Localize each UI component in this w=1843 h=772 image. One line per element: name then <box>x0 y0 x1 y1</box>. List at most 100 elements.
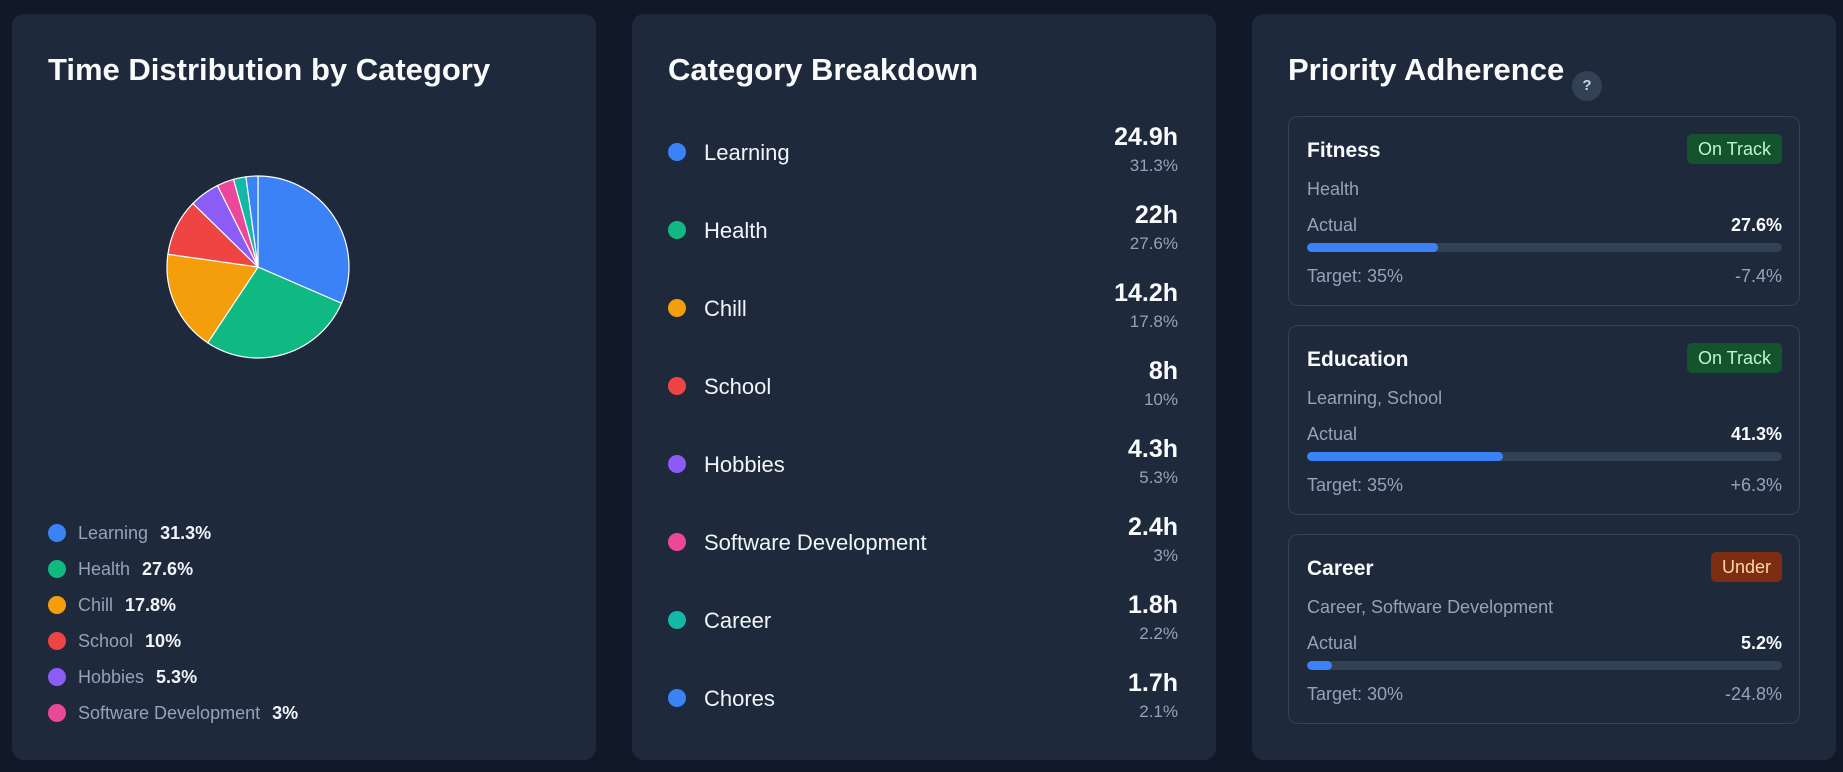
actual-label: Actual <box>1307 215 1358 235</box>
category-hours: 14.2h <box>1114 279 1178 307</box>
category-hours: 1.8h <box>1127 591 1178 619</box>
progress-bar <box>1307 661 1782 670</box>
progress-fill <box>1307 243 1439 252</box>
breakdown-row: Chores 1.7h 2.1% <box>668 660 1178 738</box>
category-color-dot <box>668 689 686 707</box>
legend-item: Chill 17.8% <box>48 587 298 623</box>
priority-card-fitness: Fitness On Track Health Actual 27.6% Tar… <box>1288 116 1800 306</box>
breakdown-row: Health 22h 27.6% <box>668 192 1178 270</box>
breakdown-row: Hobbies 4.3h 5.3% <box>668 426 1178 504</box>
time-distribution-panel: Time Distribution by Category Learning 3… <box>12 14 596 760</box>
category-color-dot <box>668 455 686 473</box>
category-color-dot <box>668 377 686 395</box>
breakdown-row: School 8h 10% <box>668 348 1178 426</box>
priority-card-career: Career Under Career, Software Developmen… <box>1288 534 1800 724</box>
pie-slice-chill[interactable] <box>166 253 260 344</box>
category-breakdown-panel: Category Breakdown Learning 24.9h 31.3% … <box>632 14 1216 760</box>
status-badge: On Track <box>1686 134 1782 164</box>
actual-value: 27.6% <box>1730 215 1782 235</box>
legend-label: Learning <box>78 522 149 543</box>
legend-swatch <box>48 560 66 578</box>
actual-value: 5.2% <box>1740 633 1782 653</box>
breakdown-row: Software Development 2.4h 3% <box>668 504 1178 582</box>
category-hours: 4.3h <box>1127 435 1178 463</box>
breakdown-row: Chill 14.2h 17.8% <box>668 270 1178 348</box>
legend-swatch <box>48 632 66 650</box>
progress-fill <box>1307 452 1504 461</box>
help-icon[interactable]: ? <box>1572 71 1602 101</box>
category-name: Software Development <box>704 530 927 555</box>
category-color-dot <box>668 143 686 161</box>
priority-name: Career <box>1307 557 1374 580</box>
status-badge: Under <box>1710 552 1782 582</box>
category-percent: 10% <box>1143 390 1178 409</box>
pie-slice-health[interactable] <box>206 266 343 359</box>
category-hours: 22h <box>1134 201 1178 229</box>
priority-name: Education <box>1307 348 1409 371</box>
legend-percent: 27.6% <box>142 558 194 579</box>
legend-percent: 3% <box>272 702 299 723</box>
legend-percent: 5.3% <box>156 666 198 687</box>
category-percent: 2.2% <box>1139 624 1178 643</box>
legend-item: Software Development 3% <box>48 695 298 731</box>
target-value: Target: 35% <box>1307 475 1404 495</box>
legend-percent: 17.8% <box>125 594 177 615</box>
legend-swatch <box>48 596 66 614</box>
category-percent: 2.1% <box>1139 702 1178 721</box>
pie-slice-learning[interactable] <box>257 175 350 305</box>
status-badge: On Track <box>1686 343 1782 373</box>
category-hours: 24.9h <box>1114 123 1178 151</box>
priority-card-education: Education On Track Learning, School Actu… <box>1288 325 1800 515</box>
category-percent: 27.6% <box>1129 234 1178 253</box>
category-percent: 17.8% <box>1129 312 1178 331</box>
legend-label: Software Development <box>78 702 261 723</box>
category-name: Chill <box>704 296 747 321</box>
category-percent: 3% <box>1153 546 1178 565</box>
category-name: Career <box>704 608 772 633</box>
difference-value: -24.8% <box>1724 684 1782 704</box>
legend-item: Health 27.6% <box>48 551 298 587</box>
pie-legend: Learning 31.3% Health 27.6% Chill 17.8% … <box>48 515 298 731</box>
legend-item: School 10% <box>48 623 298 659</box>
legend-label: Hobbies <box>78 666 145 687</box>
target-value: Target: 30% <box>1307 684 1404 704</box>
breakdown-row: Career 1.8h 2.2% <box>668 582 1178 660</box>
actual-label: Actual <box>1307 633 1358 653</box>
breakdown-list: Learning 24.9h 31.3% Health 22h 27.6% Ch… <box>668 114 1178 738</box>
priority-categories: Health <box>1307 179 1360 199</box>
category-name: Health <box>704 218 768 243</box>
pie-slice-chores[interactable] <box>245 175 259 268</box>
legend-item: Hobbies 5.3% <box>48 659 298 695</box>
target-value: Target: 35% <box>1307 266 1404 286</box>
progress-fill <box>1307 661 1332 670</box>
legend-swatch <box>48 524 66 542</box>
panel-title: Category Breakdown <box>668 52 979 87</box>
actual-value: 41.3% <box>1730 424 1782 444</box>
panel-title: Time Distribution by Category <box>48 52 491 87</box>
category-color-dot <box>668 299 686 317</box>
pie-chart <box>166 175 350 359</box>
priority-categories: Learning, School <box>1307 388 1443 408</box>
category-hours: 1.7h <box>1127 669 1178 697</box>
legend-swatch <box>48 704 66 722</box>
category-color-dot <box>668 221 686 239</box>
legend-item: Learning 31.3% <box>48 515 298 551</box>
panel-title: Priority Adherence <box>1288 52 1565 87</box>
legend-label: School <box>78 630 134 651</box>
category-color-dot <box>668 611 686 629</box>
category-percent: 5.3% <box>1139 468 1178 487</box>
category-hours: 2.4h <box>1127 513 1178 541</box>
priority-adherence-panel: Priority Adherence ? Fitness On Track He… <box>1252 14 1836 760</box>
priority-name: Fitness <box>1307 139 1381 162</box>
legend-label: Chill <box>78 594 114 615</box>
category-name: Learning <box>704 140 790 165</box>
legend-percent: 10% <box>145 630 182 651</box>
category-hours: 8h <box>1148 357 1178 385</box>
category-percent: 31.3% <box>1129 156 1178 175</box>
category-name: Hobbies <box>704 452 785 477</box>
legend-label: Health <box>78 558 131 579</box>
category-name: School <box>704 374 772 399</box>
priority-categories: Career, Software Development <box>1307 597 1554 617</box>
actual-label: Actual <box>1307 424 1358 444</box>
legend-swatch <box>48 668 66 686</box>
